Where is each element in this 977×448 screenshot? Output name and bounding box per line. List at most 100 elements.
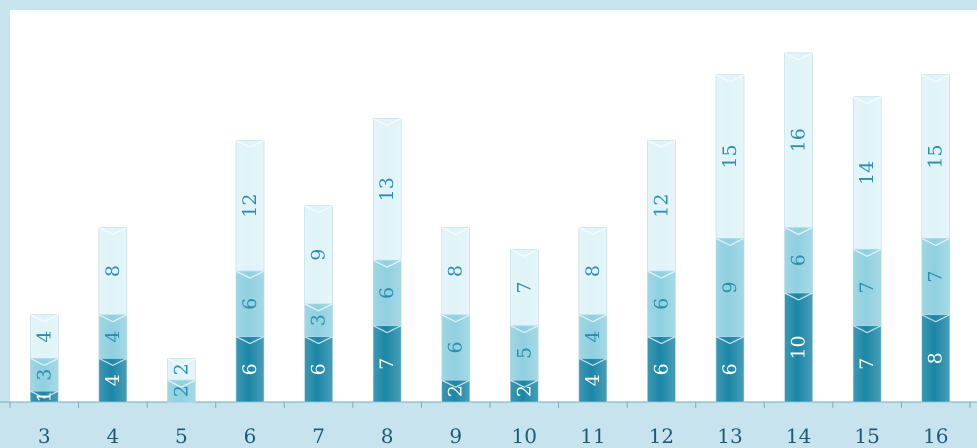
bar-segment — [509, 325, 539, 381]
bar-segment-highlight — [372, 325, 402, 334]
data-label: 2 — [170, 363, 192, 375]
x-tick-label: 8 — [381, 424, 394, 448]
data-label: 6 — [650, 363, 672, 375]
bar-segment — [167, 358, 196, 381]
x-tick-label: 6 — [244, 424, 257, 448]
x-tick-label: 3 — [38, 424, 51, 448]
x-tick-label: 4 — [106, 424, 119, 448]
bar-segment-highlight — [578, 226, 608, 236]
x-tick-label: 11 — [580, 424, 605, 448]
bar-segment-highlight — [235, 336, 265, 345]
bar-segment — [235, 139, 265, 272]
bar-segment — [304, 303, 333, 337]
data-label: 6 — [308, 363, 330, 375]
data-label: 15 — [925, 144, 947, 168]
data-label: 2 — [445, 385, 467, 397]
bar-segment — [852, 248, 882, 326]
data-label: 12 — [650, 194, 672, 218]
bar-segment-highlight — [510, 325, 539, 334]
bar-segment — [647, 139, 676, 272]
data-label: 6 — [445, 341, 467, 353]
data-label: 7 — [856, 358, 878, 370]
bar-segment-highlight — [441, 314, 470, 323]
bar-segment — [235, 336, 265, 403]
bar-segment-highlight — [715, 237, 745, 247]
data-label: 14 — [856, 161, 878, 185]
x-tick-label: 14 — [786, 424, 811, 448]
bar-segment-highlight — [510, 248, 539, 257]
bar-segment-highlight — [510, 379, 539, 388]
bar-segment — [235, 270, 265, 337]
bar-segment-highlight — [30, 314, 59, 323]
bar-segment — [441, 227, 471, 316]
bar-segment-highlight — [647, 139, 676, 148]
bar-segment-highlight — [921, 74, 950, 83]
bar-segment-highlight — [98, 357, 128, 367]
x-tick-label: 13 — [717, 424, 742, 448]
bar-segment — [578, 227, 608, 316]
data-label: 15 — [719, 144, 741, 168]
bar-segment — [509, 248, 539, 326]
bar-segment-highlight — [784, 292, 813, 301]
bar-segment — [304, 336, 333, 403]
data-label: 6 — [239, 363, 261, 375]
data-label: 6 — [239, 298, 261, 310]
data-label: 8 — [102, 265, 124, 277]
bar-segment — [784, 292, 813, 403]
x-axis-band — [0, 402, 977, 448]
bar-segment-highlight — [98, 226, 128, 236]
bar-segment — [29, 358, 59, 392]
bar-segment-highlight — [235, 270, 265, 279]
data-label: 9 — [308, 249, 330, 261]
x-tick-label: 5 — [175, 424, 188, 448]
data-label: 6 — [788, 254, 810, 266]
data-label: 7 — [513, 281, 535, 293]
data-label: 7 — [376, 358, 398, 370]
bar-segment — [98, 227, 128, 316]
data-label: 1 — [33, 390, 55, 402]
bar-segment — [304, 205, 333, 305]
bar-segment-highlight — [98, 314, 128, 323]
bar-segment — [921, 74, 951, 239]
x-tick-label: 15 — [854, 424, 879, 448]
data-label: 4 — [33, 330, 55, 342]
x-tick-label: 12 — [649, 424, 674, 448]
bar-segment-highlight — [372, 117, 402, 127]
data-label: 7 — [925, 270, 947, 282]
bar-segment-highlight — [921, 237, 950, 247]
data-label: 5 — [513, 347, 535, 359]
data-label: 9 — [719, 281, 741, 293]
bar-segment-highlight — [852, 96, 882, 105]
data-label: 2 — [170, 385, 192, 397]
bar-segment-highlight — [235, 139, 265, 148]
data-label: 7 — [856, 281, 878, 293]
data-label: 12 — [239, 194, 261, 218]
bar-segment — [372, 325, 402, 403]
data-label: 13 — [376, 177, 398, 201]
data-label: 4 — [102, 374, 124, 386]
bar-segment-highlight — [784, 52, 813, 61]
data-label: 2 — [513, 385, 535, 397]
bar-segment-highlight — [304, 336, 333, 345]
bar-segment-highlight — [30, 357, 59, 367]
bar-segment-highlight — [304, 303, 333, 312]
bar-segment — [372, 118, 402, 261]
bar-segment-highlight — [784, 226, 813, 236]
bar-segment-highlight — [578, 357, 608, 367]
bar-segment — [784, 227, 813, 294]
data-label: 4 — [582, 330, 604, 342]
bar-segment-highlight — [441, 226, 470, 236]
x-tick-label: 7 — [312, 424, 325, 448]
data-label: 8 — [582, 265, 604, 277]
x-tick-label: 9 — [449, 424, 462, 448]
bar-segment-highlight — [167, 379, 196, 388]
bar-segment-highlight — [852, 248, 882, 257]
bar-segment — [715, 74, 745, 239]
bar-segment-highlight — [647, 270, 676, 279]
bar-segment — [784, 52, 813, 228]
bar-segment-highlight — [921, 314, 950, 323]
data-label: 8 — [445, 265, 467, 277]
bar-segment-highlight — [304, 205, 333, 214]
bar-segment-highlight — [647, 336, 676, 345]
